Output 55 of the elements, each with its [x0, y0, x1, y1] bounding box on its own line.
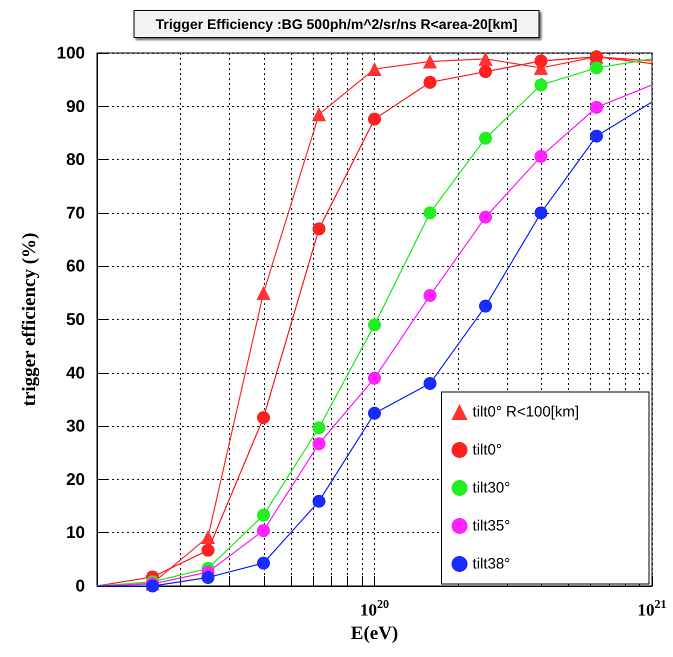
- point: [368, 62, 382, 76]
- point: [479, 65, 492, 78]
- point: [423, 54, 438, 69]
- point: [202, 544, 215, 557]
- point: [312, 437, 326, 450]
- y-tick-label: 50: [66, 310, 85, 329]
- point: [424, 289, 437, 302]
- y-tick-label: 90: [66, 96, 85, 116]
- point: [590, 100, 604, 114]
- point: [534, 206, 548, 220]
- point: [534, 150, 548, 163]
- point: [534, 78, 548, 92]
- x-axis-title: E(eV): [350, 623, 398, 644]
- point: [479, 132, 492, 145]
- y-tick-label: 40: [66, 363, 85, 382]
- point: [312, 107, 326, 122]
- point: [257, 411, 270, 424]
- point: [368, 112, 381, 126]
- y-axis-title: trigger efficiency (%): [19, 232, 40, 406]
- point: [479, 300, 492, 313]
- point: [146, 580, 160, 592]
- y-tick-label: 20: [66, 470, 85, 489]
- point: [424, 76, 437, 89]
- legend-label: tilt30°: [472, 480, 510, 496]
- chart-title: Trigger Efficiency :BG 500ph/m^2/sr/ns R<area-20[km]: [156, 16, 518, 32]
- point: [368, 318, 381, 332]
- point: [201, 530, 216, 544]
- y-tick-label: 70: [66, 203, 85, 222]
- point: [257, 524, 270, 538]
- point: [312, 494, 326, 508]
- point: [479, 210, 492, 224]
- legend-label: tilt0°: [472, 442, 502, 458]
- point: [368, 372, 381, 385]
- point: [202, 570, 215, 584]
- point: [424, 376, 437, 390]
- point: [590, 61, 604, 74]
- y-tick-label: 0: [76, 576, 85, 596]
- legend-label: tilt0° R<100[km]: [472, 404, 580, 420]
- legend-label: tilt35°: [472, 518, 510, 534]
- y-tick-label: 10: [66, 523, 85, 542]
- point: [478, 52, 493, 66]
- point: [368, 406, 381, 420]
- y-tick-label: 100: [56, 44, 85, 62]
- point: [534, 54, 548, 68]
- point: [257, 556, 270, 570]
- legend-label: tilt38°: [472, 556, 510, 572]
- y-tick-label: 30: [66, 416, 85, 436]
- point: [590, 130, 604, 143]
- point: [256, 286, 270, 300]
- point: [312, 421, 326, 434]
- y-tick-label: 60: [66, 256, 85, 276]
- point: [424, 206, 437, 220]
- point: [312, 222, 326, 236]
- y-tick-label: 80: [66, 150, 85, 170]
- point: [257, 508, 270, 522]
